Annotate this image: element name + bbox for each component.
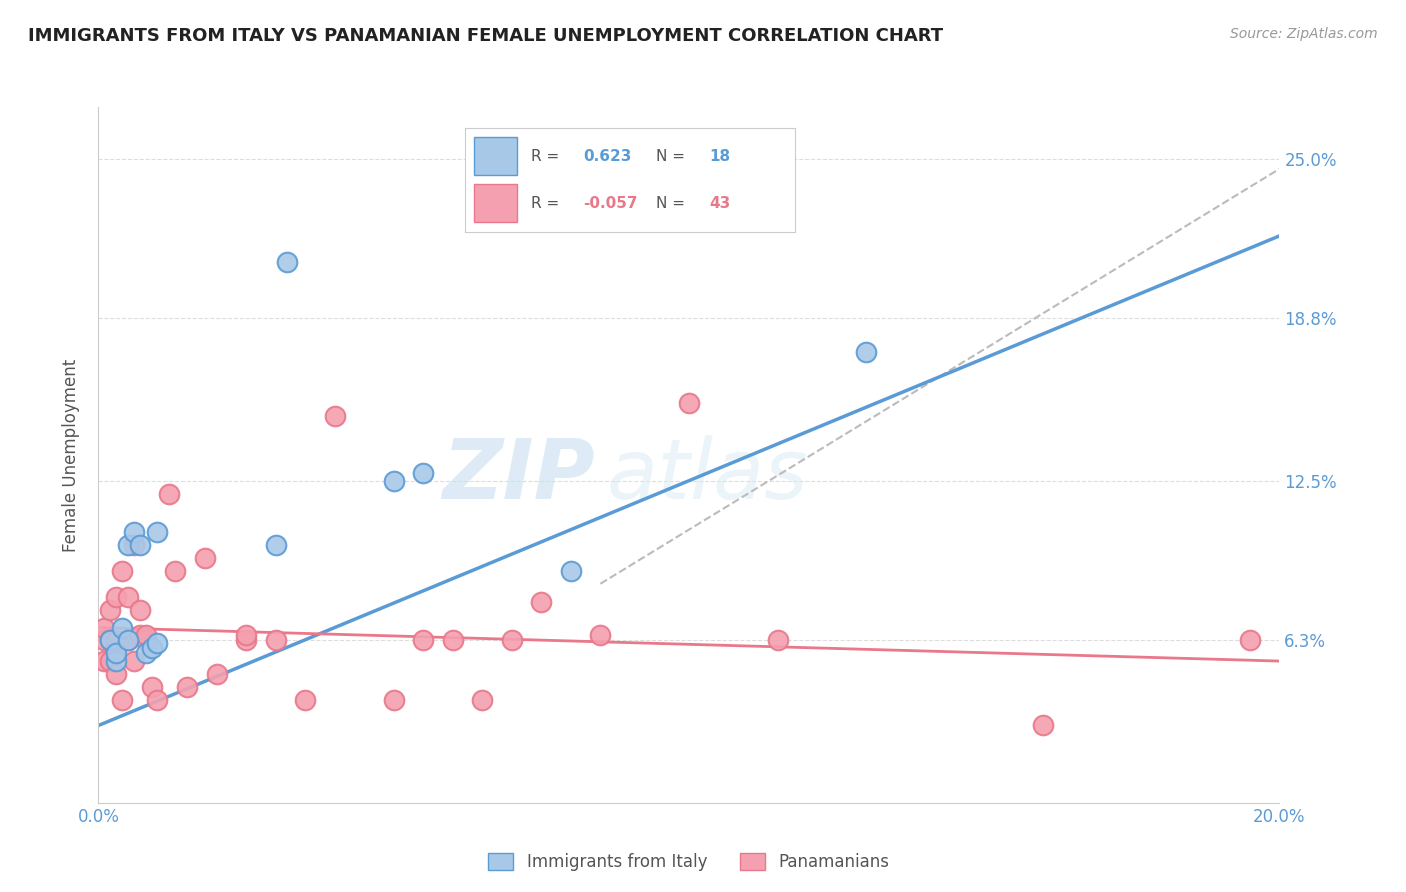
Point bbox=[117, 633, 139, 648]
Point bbox=[128, 628, 150, 642]
Point bbox=[501, 633, 523, 648]
Point bbox=[530, 595, 553, 609]
Point bbox=[560, 564, 582, 578]
Point bbox=[157, 486, 180, 500]
Point bbox=[93, 621, 115, 635]
Point bbox=[194, 551, 217, 566]
Point bbox=[276, 254, 298, 268]
Point bbox=[441, 633, 464, 648]
Point bbox=[111, 692, 134, 706]
Point bbox=[146, 692, 169, 706]
Y-axis label: Female Unemployment: Female Unemployment bbox=[62, 359, 80, 551]
Point bbox=[146, 525, 169, 540]
Point bbox=[1239, 633, 1261, 648]
Legend: Immigrants from Italy, Panamanians: Immigrants from Italy, Panamanians bbox=[481, 847, 897, 878]
Point bbox=[117, 633, 139, 648]
Point bbox=[117, 538, 139, 552]
Text: ZIP: ZIP bbox=[441, 435, 595, 516]
Point bbox=[105, 646, 128, 660]
Point bbox=[105, 667, 128, 681]
Point bbox=[205, 667, 228, 681]
Point bbox=[98, 633, 121, 648]
Point bbox=[294, 692, 316, 706]
Point bbox=[98, 654, 121, 668]
Point bbox=[135, 628, 157, 642]
Point bbox=[323, 409, 346, 424]
Point bbox=[141, 641, 163, 656]
Point bbox=[141, 680, 163, 694]
Point bbox=[235, 628, 257, 642]
Point bbox=[117, 590, 139, 604]
Point bbox=[135, 646, 157, 660]
Text: IMMIGRANTS FROM ITALY VS PANAMANIAN FEMALE UNEMPLOYMENT CORRELATION CHART: IMMIGRANTS FROM ITALY VS PANAMANIAN FEMA… bbox=[28, 27, 943, 45]
Point bbox=[105, 654, 128, 668]
Point bbox=[98, 602, 121, 616]
Point bbox=[412, 633, 434, 648]
Point bbox=[471, 692, 494, 706]
Point bbox=[766, 633, 789, 648]
Point bbox=[412, 466, 434, 480]
Point bbox=[165, 564, 187, 578]
Point bbox=[264, 538, 287, 552]
Point bbox=[105, 590, 128, 604]
Point bbox=[105, 633, 128, 648]
Point bbox=[1032, 718, 1054, 732]
Point bbox=[122, 525, 145, 540]
Point bbox=[128, 538, 150, 552]
Point bbox=[855, 344, 877, 359]
Point bbox=[128, 602, 150, 616]
Point bbox=[135, 633, 157, 648]
Point bbox=[122, 654, 145, 668]
Point bbox=[678, 396, 700, 410]
Point bbox=[98, 633, 121, 648]
Point bbox=[111, 621, 134, 635]
Point bbox=[93, 654, 115, 668]
Text: Source: ZipAtlas.com: Source: ZipAtlas.com bbox=[1230, 27, 1378, 41]
Point bbox=[235, 633, 257, 648]
Text: atlas: atlas bbox=[606, 435, 808, 516]
Point bbox=[264, 633, 287, 648]
Point bbox=[122, 538, 145, 552]
Point bbox=[146, 636, 169, 650]
Point bbox=[589, 628, 612, 642]
Point bbox=[111, 564, 134, 578]
Point bbox=[176, 680, 198, 694]
Point bbox=[382, 692, 405, 706]
Point bbox=[105, 641, 128, 656]
Point bbox=[382, 474, 405, 488]
Point bbox=[93, 633, 115, 648]
